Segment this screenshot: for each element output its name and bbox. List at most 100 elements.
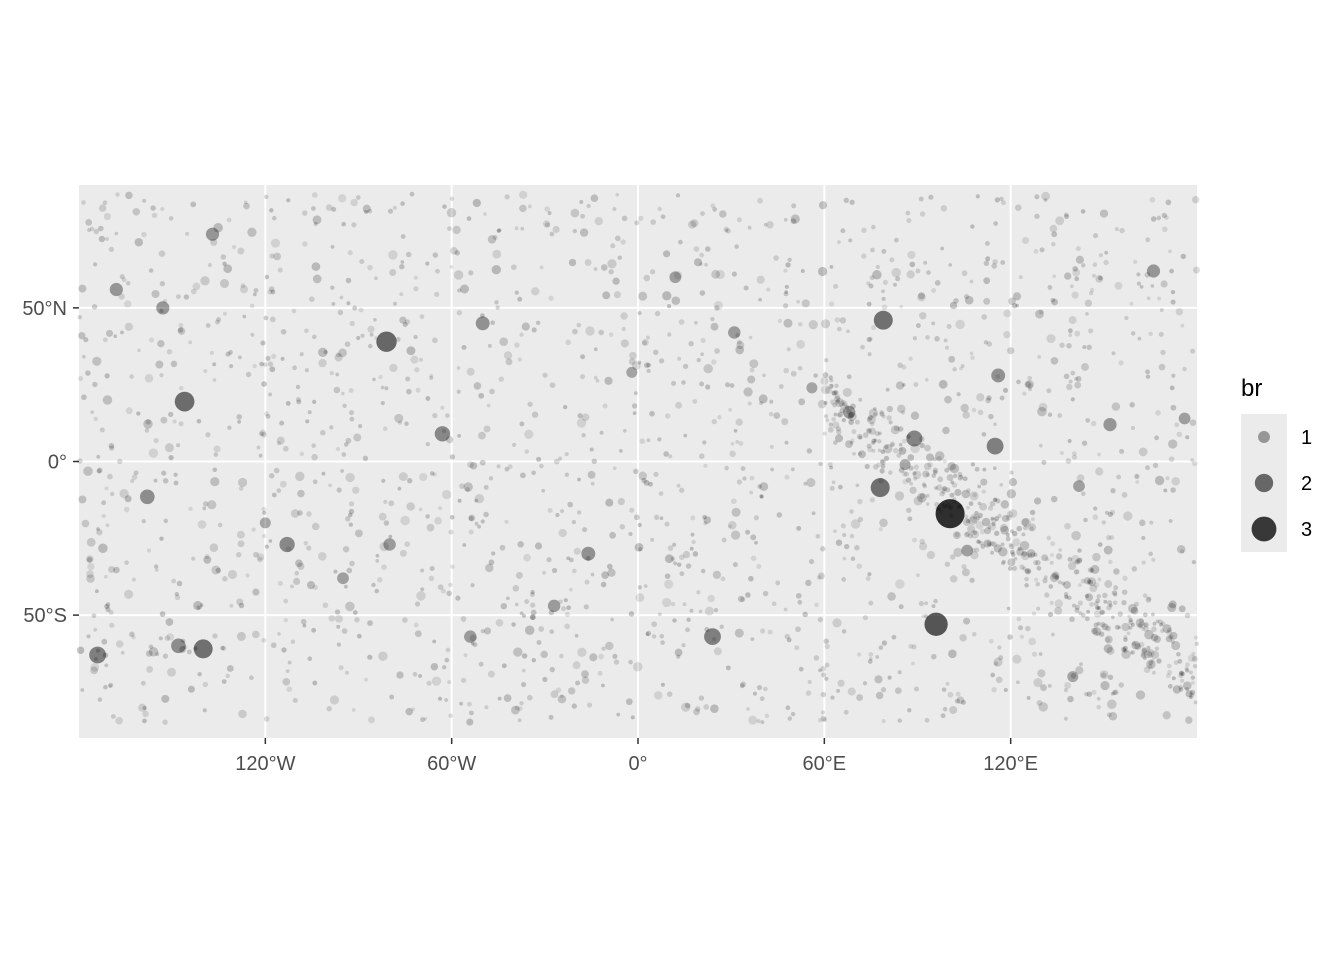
scatter-point: [764, 713, 770, 719]
scatter-point: [682, 363, 689, 370]
scatter-point: [269, 316, 276, 323]
scatter-point: [1092, 262, 1098, 267]
scatter-point: [872, 270, 882, 280]
scatter-point: [108, 565, 116, 574]
scatter-point: [1108, 712, 1118, 721]
scatter-point: [873, 438, 878, 443]
scatter-point: [76, 646, 85, 655]
scatter-point: [478, 392, 485, 399]
scatter-point: [681, 643, 686, 648]
scatter-point: [893, 425, 900, 432]
scatter-point: [1155, 410, 1161, 416]
scatter-point: [882, 279, 888, 285]
scatter-point: [1175, 308, 1184, 316]
scatter-point: [1016, 548, 1024, 556]
scatter-point: [329, 695, 340, 705]
scatter-point: [731, 271, 737, 277]
scatter-point: [905, 210, 911, 216]
scatter-point: [302, 210, 308, 216]
scatter-point: [346, 301, 351, 306]
legend-key-3: [1251, 516, 1277, 542]
scatter-point: [90, 410, 94, 414]
scatter-point: [159, 308, 164, 313]
scatter-point: [866, 415, 876, 425]
scatter-point: [617, 497, 625, 506]
scatter-point: [919, 538, 925, 545]
scatter-point: [632, 662, 643, 672]
scatter-point: [131, 474, 138, 480]
scatter-point: [823, 638, 829, 644]
scatter-point: [1122, 647, 1127, 652]
scatter-point: [442, 665, 447, 670]
scatter-point: [1027, 552, 1033, 558]
scatter-point: [820, 691, 827, 698]
scatter-point: [355, 195, 361, 200]
scatter-point: [712, 637, 717, 642]
scatter-point: [1149, 520, 1154, 525]
scatter-point: [641, 338, 649, 346]
scatter-point: [778, 384, 784, 389]
scatter-point: [151, 289, 160, 299]
scatter-point: [664, 573, 671, 579]
scatter-point: [678, 554, 685, 561]
scatter-point: [335, 352, 341, 358]
scatter-point: [269, 366, 276, 373]
scatter-point: [1071, 603, 1077, 608]
scatter-point: [1050, 356, 1059, 365]
scatter-point: [321, 471, 326, 476]
scatter-point: [480, 313, 485, 318]
scatter-point: [790, 370, 797, 377]
scatter-point: [91, 613, 97, 619]
scatter-point: [939, 490, 945, 497]
scatter-point: [405, 707, 413, 716]
scatter-point: [712, 207, 718, 212]
scatter-point: [1039, 247, 1045, 253]
scatter-point: [928, 194, 934, 200]
scatter-point: [221, 679, 227, 685]
scatter-point: [857, 516, 864, 523]
scatter-point: [833, 412, 838, 417]
scatter-point: [800, 269, 805, 273]
scatter-point: [351, 222, 357, 228]
scatter-point: [1086, 609, 1090, 614]
scatter-point: [1177, 658, 1183, 664]
scatter-point: [834, 383, 839, 388]
scatter-point: [650, 537, 655, 542]
scatter-point: [179, 385, 184, 391]
scatter-point: [728, 408, 732, 412]
scatter-point: [918, 600, 925, 607]
scatter-point: [312, 334, 317, 340]
scatter-point: [912, 336, 918, 341]
scatter-point: [600, 581, 607, 588]
scatter-point: [470, 583, 475, 588]
scatter-point: [468, 515, 474, 521]
scatter-point: [937, 476, 944, 483]
scatter-point: [432, 472, 437, 477]
scatter-point: [601, 646, 606, 651]
scatter-point: [707, 594, 715, 603]
scatter-point: [637, 311, 642, 316]
scatter-point: [557, 694, 567, 704]
scatter-point: [1170, 289, 1176, 295]
scatter-point: [698, 695, 705, 701]
scatter-point: [646, 368, 651, 374]
scatter-point: [1178, 672, 1184, 679]
scatter-point: [641, 477, 647, 484]
scatter-point: [456, 310, 462, 316]
scatter-point: [483, 627, 492, 635]
scatter-point: [437, 696, 443, 701]
scatter-point: [374, 588, 380, 594]
scatter-point: [420, 568, 425, 573]
scatter-point: [824, 676, 829, 681]
scatter-point: [579, 374, 586, 380]
scatter-point: [519, 332, 524, 337]
data-point: [279, 536, 295, 553]
scatter-point: [371, 582, 376, 588]
scatter-point: [839, 317, 847, 324]
scatter-point: [294, 570, 299, 576]
scatter-point: [1043, 575, 1048, 580]
scatter-point: [1147, 651, 1153, 656]
scatter-point: [977, 484, 982, 489]
scatter-point: [539, 265, 544, 270]
scatter-point: [740, 681, 746, 688]
